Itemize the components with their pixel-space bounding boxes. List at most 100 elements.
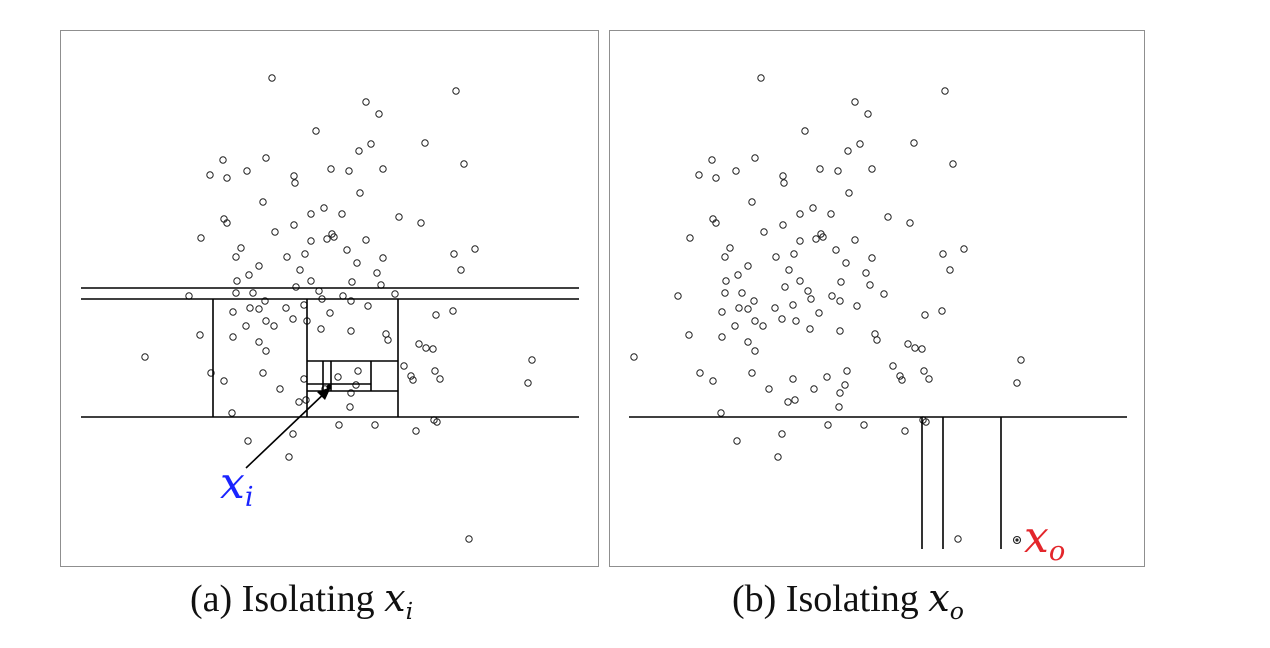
- a-data-point-119: [465, 535, 473, 543]
- a-data-point-117: [412, 427, 420, 435]
- b-data-point-60: [880, 290, 888, 298]
- a-data-point-95: [354, 367, 362, 375]
- b-data-point-29: [686, 234, 694, 242]
- b-data-point-117: [901, 427, 909, 435]
- b-data-point-59: [828, 292, 836, 300]
- a-data-point-44: [379, 254, 387, 262]
- a-data-point-42: [232, 253, 240, 261]
- b-data-point-67: [836, 297, 844, 305]
- point-label-xo: xo: [1024, 512, 1066, 568]
- b-data-point-34: [812, 235, 820, 243]
- b-data-point-44: [868, 254, 876, 262]
- a-data-point-23: [338, 210, 346, 218]
- b-data-point-93: [748, 369, 756, 377]
- a-data-point-51: [233, 277, 241, 285]
- b-data-point-74: [731, 322, 739, 330]
- b-data-point-88: [751, 347, 759, 355]
- b-data-point-78: [871, 330, 879, 338]
- a-data-point-80: [229, 333, 237, 341]
- a-data-point-37: [343, 246, 351, 254]
- b-data-point-2: [851, 98, 859, 106]
- a-data-point-0: [268, 74, 276, 82]
- a-data-point-101: [409, 376, 417, 384]
- a-data-point-26: [395, 213, 403, 221]
- a-data-point-103: [524, 379, 532, 387]
- a-data-point-12: [206, 171, 214, 179]
- b-data-point-6: [856, 140, 864, 148]
- a-data-point-83: [317, 325, 325, 333]
- a-data-point-2: [362, 98, 370, 106]
- b-data-point-85: [904, 340, 912, 348]
- a-arrow-shaft: [245, 388, 330, 469]
- point-label-xi: xi: [220, 458, 254, 514]
- a-data-point-70: [449, 307, 457, 315]
- b-data-point-89: [630, 353, 638, 361]
- b-data-point-48: [785, 266, 793, 274]
- b-data-point-66: [789, 301, 797, 309]
- panel-isolating-xo: [609, 30, 1145, 567]
- b-data-point-105: [810, 385, 818, 393]
- a-data-point-30: [271, 228, 279, 236]
- a-data-point-22: [307, 210, 315, 218]
- b-data-point-8: [708, 156, 716, 164]
- a-data-point-96: [334, 373, 342, 381]
- a-data-point-72: [326, 309, 334, 317]
- a-data-point-21: [320, 204, 328, 212]
- a-data-point-65: [246, 304, 254, 312]
- b-data-point-73: [759, 322, 767, 330]
- a-data-point-52: [348, 278, 356, 286]
- b-data-point-57: [738, 289, 746, 297]
- a-arrow-head: [317, 387, 331, 400]
- a-data-point-115: [289, 430, 297, 438]
- a-data-point-73: [270, 322, 278, 330]
- caption-b: (b) Isolating xo: [732, 576, 964, 626]
- b-data-point-43: [842, 259, 850, 267]
- a-data-point-4: [312, 127, 320, 135]
- b-data-point-75: [792, 317, 800, 325]
- b-data-point-94: [789, 375, 797, 383]
- b-data-point-110: [835, 403, 843, 411]
- b-data-point-28: [779, 221, 787, 229]
- b-data-point-42: [721, 253, 729, 261]
- b-data-point-77: [921, 311, 929, 319]
- b-data-point-23: [827, 210, 835, 218]
- a-data-point-43: [353, 259, 361, 267]
- a-data-point-76: [289, 315, 297, 323]
- a-point-xi: [326, 384, 332, 390]
- a-data-point-98: [431, 367, 439, 375]
- b-data-point-111: [824, 421, 832, 429]
- a-data-point-33: [330, 233, 338, 241]
- b-data-point-16: [834, 167, 842, 175]
- b-data-point-107: [836, 389, 844, 397]
- b-data-point-76: [778, 315, 786, 323]
- b-data-point-108: [791, 396, 799, 404]
- a-data-point-62: [261, 297, 269, 305]
- a-data-point-90: [528, 356, 536, 364]
- a-data-point-1: [452, 87, 460, 95]
- b-data-point-18: [780, 179, 788, 187]
- a-data-point-69: [282, 304, 290, 312]
- a-data-point-46: [255, 262, 263, 270]
- a-data-point-108: [302, 396, 310, 404]
- b-data-point-70: [938, 307, 946, 315]
- a-data-point-111: [335, 421, 343, 429]
- b-data-point-54: [781, 283, 789, 291]
- b-data-point-38: [939, 250, 947, 258]
- b-data-point-35: [726, 244, 734, 252]
- a-data-point-116: [244, 437, 252, 445]
- b-data-point-39: [960, 245, 968, 253]
- a-data-point-57: [249, 289, 257, 297]
- b-point-xo: [1015, 538, 1019, 542]
- a-data-point-67: [347, 297, 355, 305]
- b-data-point-103: [1013, 379, 1021, 387]
- b-data-point-90: [1017, 356, 1025, 364]
- a-data-point-28: [290, 221, 298, 229]
- a-data-point-8: [219, 156, 227, 164]
- b-data-point-37: [832, 246, 840, 254]
- b-data-point-65: [735, 304, 743, 312]
- b-data-point-14: [779, 172, 787, 180]
- b-data-point-13: [712, 174, 720, 182]
- b-data-point-52: [837, 278, 845, 286]
- b-data-point-7: [844, 147, 852, 155]
- a-data-point-5: [421, 139, 429, 147]
